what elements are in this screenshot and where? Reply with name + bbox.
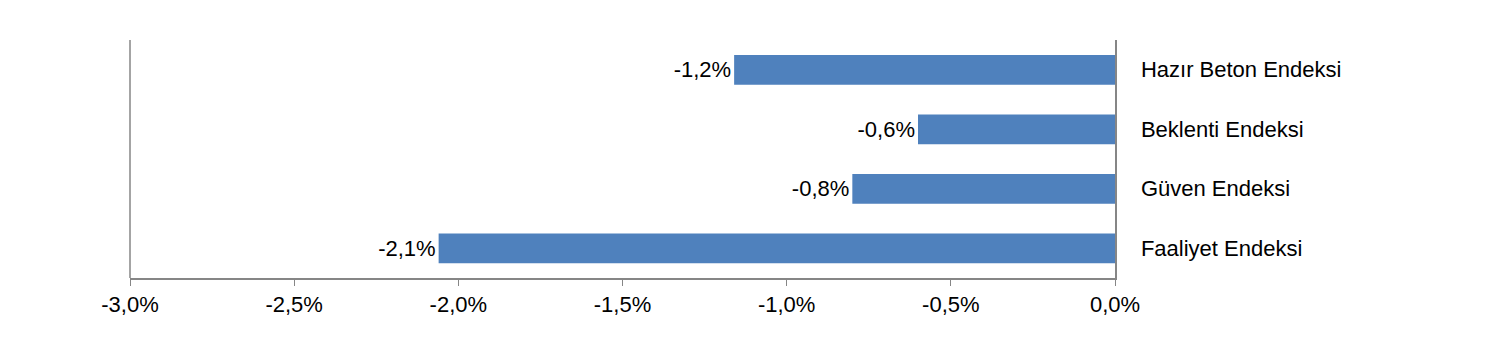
- svg-text:-1,2%: -1,2%: [674, 57, 731, 82]
- svg-text:-0,5%: -0,5%: [922, 292, 979, 317]
- svg-text:Beklenti Endeksi: Beklenti Endeksi: [1141, 117, 1304, 142]
- svg-text:-2,5%: -2,5%: [265, 292, 322, 317]
- svg-text:0,0%: 0,0%: [1090, 292, 1140, 317]
- svg-text:Güven Endeksi: Güven Endeksi: [1141, 176, 1290, 201]
- svg-text:-3,0%: -3,0%: [101, 292, 158, 317]
- svg-text:-2,0%: -2,0%: [430, 292, 487, 317]
- svg-text:-1,0%: -1,0%: [758, 292, 815, 317]
- svg-text:-1,5%: -1,5%: [594, 292, 651, 317]
- svg-text:Faaliyet Endeksi: Faaliyet Endeksi: [1141, 236, 1302, 261]
- svg-text:-0,8%: -0,8%: [792, 176, 849, 201]
- svg-text:Hazır Beton Endeksi: Hazır Beton Endeksi: [1141, 57, 1342, 82]
- svg-text:-0,6%: -0,6%: [858, 117, 915, 142]
- svg-text:-2,1%: -2,1%: [378, 236, 435, 261]
